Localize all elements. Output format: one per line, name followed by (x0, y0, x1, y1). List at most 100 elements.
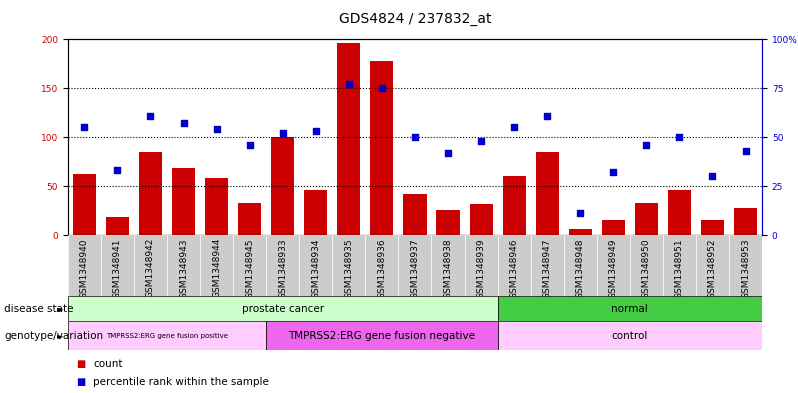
Point (541, 112, 554, 119)
Bar (432, 235, 464, 296)
Bar (304, 190, 327, 235)
Bar (101, 235, 134, 296)
Text: GSM1348948: GSM1348948 (576, 238, 585, 299)
Text: GSM1348939: GSM1348939 (476, 238, 485, 299)
Text: GSM1348946: GSM1348946 (510, 238, 519, 299)
Text: control: control (611, 331, 648, 341)
Bar (267, 235, 299, 296)
Bar (73, 174, 96, 235)
Bar (68, 321, 267, 350)
Point (441, 150, 454, 156)
Bar (734, 208, 757, 235)
Bar (271, 137, 294, 235)
Bar (729, 235, 762, 296)
Text: ■: ■ (76, 377, 85, 387)
Text: TMPRSS2:ERG gene fusion positive: TMPRSS2:ERG gene fusion positive (106, 332, 228, 339)
Bar (200, 235, 233, 296)
Text: GSM1348941: GSM1348941 (113, 238, 122, 299)
Bar (630, 235, 663, 296)
Text: GSM1348953: GSM1348953 (741, 238, 750, 299)
Bar (68, 296, 498, 321)
Text: TMPRSS2:ERG gene fusion negative: TMPRSS2:ERG gene fusion negative (288, 331, 476, 341)
Bar (464, 235, 498, 296)
Text: GSM1348944: GSM1348944 (212, 238, 221, 298)
Point (310, 128, 322, 134)
Bar (437, 209, 460, 235)
Bar (205, 178, 228, 235)
Text: GSM1348943: GSM1348943 (179, 238, 188, 299)
Text: GSM1348949: GSM1348949 (609, 238, 618, 299)
Bar (531, 235, 563, 296)
Bar (535, 152, 559, 235)
Bar (597, 235, 630, 296)
Point (276, 130, 289, 136)
Point (376, 85, 389, 91)
Text: percentile rank within the sample: percentile rank within the sample (93, 377, 269, 387)
Bar (238, 203, 261, 235)
Text: ■: ■ (76, 359, 85, 369)
Bar (365, 235, 398, 296)
Text: normal: normal (611, 304, 648, 314)
Text: GSM1348945: GSM1348945 (245, 238, 254, 299)
Point (706, 173, 719, 180)
Bar (332, 235, 365, 296)
Text: GSM1348942: GSM1348942 (146, 238, 155, 298)
Point (574, 210, 587, 217)
Bar (403, 194, 426, 235)
Bar (68, 235, 101, 296)
Bar (634, 203, 658, 235)
Point (607, 169, 620, 176)
Bar (233, 235, 267, 296)
Point (78, 124, 91, 130)
Text: count: count (93, 359, 123, 369)
Point (508, 124, 520, 130)
Bar (106, 217, 129, 235)
Point (739, 148, 752, 154)
Text: ►: ► (57, 304, 64, 313)
Text: GSM1348951: GSM1348951 (675, 238, 684, 299)
Text: GDS4824 / 237832_at: GDS4824 / 237832_at (338, 12, 492, 26)
Point (210, 126, 223, 132)
Bar (498, 235, 531, 296)
Point (475, 138, 488, 144)
Text: GSM1348938: GSM1348938 (444, 238, 452, 299)
Point (342, 81, 355, 88)
Text: ►: ► (57, 331, 64, 340)
Bar (139, 152, 162, 235)
Bar (172, 169, 195, 235)
Bar (602, 220, 625, 235)
Bar (299, 235, 332, 296)
Text: GSM1348937: GSM1348937 (410, 238, 420, 299)
Bar (701, 220, 724, 235)
Bar (370, 61, 393, 235)
Bar (668, 190, 691, 235)
Point (640, 142, 653, 148)
Point (243, 142, 256, 148)
Text: GSM1348934: GSM1348934 (311, 238, 320, 299)
Point (673, 134, 685, 140)
Bar (134, 235, 167, 296)
Bar (267, 321, 498, 350)
Text: prostate cancer: prostate cancer (242, 304, 324, 314)
Bar (398, 235, 432, 296)
Bar (696, 235, 729, 296)
Bar (167, 235, 200, 296)
Text: disease state: disease state (4, 304, 73, 314)
Bar (569, 229, 592, 235)
Text: GSM1348936: GSM1348936 (377, 238, 386, 299)
Text: genotype/variation: genotype/variation (4, 331, 103, 341)
Bar (503, 176, 526, 235)
Bar (663, 235, 696, 296)
Text: GSM1348935: GSM1348935 (345, 238, 354, 299)
Bar (469, 204, 492, 235)
Point (409, 134, 421, 140)
Point (111, 167, 124, 174)
Bar (563, 235, 597, 296)
Text: GSM1348940: GSM1348940 (80, 238, 89, 299)
Bar (498, 321, 762, 350)
Text: GSM1348952: GSM1348952 (708, 238, 717, 299)
Text: GSM1348947: GSM1348947 (543, 238, 551, 299)
Bar (498, 296, 762, 321)
Text: GSM1348933: GSM1348933 (279, 238, 287, 299)
Point (177, 120, 190, 127)
